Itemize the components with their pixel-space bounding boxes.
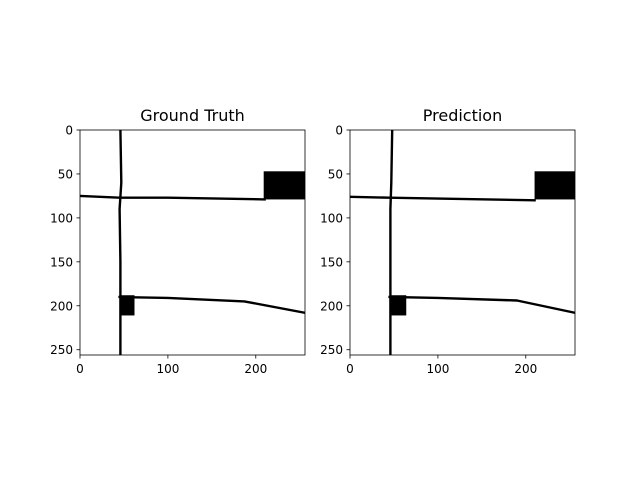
mask-line-0 — [389, 130, 394, 355]
axes-frame — [349, 129, 576, 356]
x-tick-label: 200 — [514, 362, 537, 376]
x-tick-label: 200 — [244, 362, 267, 376]
x-tick-label: 100 — [426, 362, 449, 376]
mask-line-1 — [80, 194, 266, 201]
image-background — [350, 130, 575, 355]
y-tick-label: 100 — [320, 211, 343, 225]
y-tick-label: 50 — [58, 167, 73, 181]
x-tick-label: 0 — [346, 362, 354, 376]
chart-title: Ground Truth — [140, 106, 245, 125]
mask-block-3 — [263, 171, 305, 200]
image-content — [80, 130, 305, 355]
y-tick-label: 100 — [50, 211, 73, 225]
mask-block-3 — [534, 171, 575, 200]
mask-line-0 — [118, 130, 123, 355]
y-tick-label: 250 — [320, 343, 343, 357]
chart-title: Prediction — [423, 106, 502, 125]
mask-line-1 — [350, 195, 536, 202]
y-tick-label: 0 — [65, 124, 73, 138]
prediction-panel: 0 100 200 0 50 100 150 200 250 Prediction — [320, 106, 576, 376]
y-tick-label: 250 — [50, 343, 73, 357]
y-tick-label: 200 — [50, 299, 73, 313]
y-tick-label: 50 — [328, 167, 343, 181]
image-background — [80, 130, 305, 355]
mask-block-4 — [390, 295, 407, 316]
x-tick-label: 100 — [156, 362, 179, 376]
axes-frame — [79, 129, 306, 356]
y-tick-label: 150 — [320, 255, 343, 269]
mask-block-4 — [119, 295, 135, 316]
mask-line-2 — [118, 295, 305, 315]
y-tick-label: 200 — [320, 299, 343, 313]
ground-truth-panel: 0 100 200 0 50 100 150 200 250 Ground Truth — [50, 106, 306, 376]
mask-line-2 — [388, 295, 575, 315]
y-tick-label: 0 — [335, 124, 343, 138]
y-tick-label: 150 — [50, 255, 73, 269]
image-content — [350, 130, 575, 355]
x-tick-label: 0 — [76, 362, 84, 376]
